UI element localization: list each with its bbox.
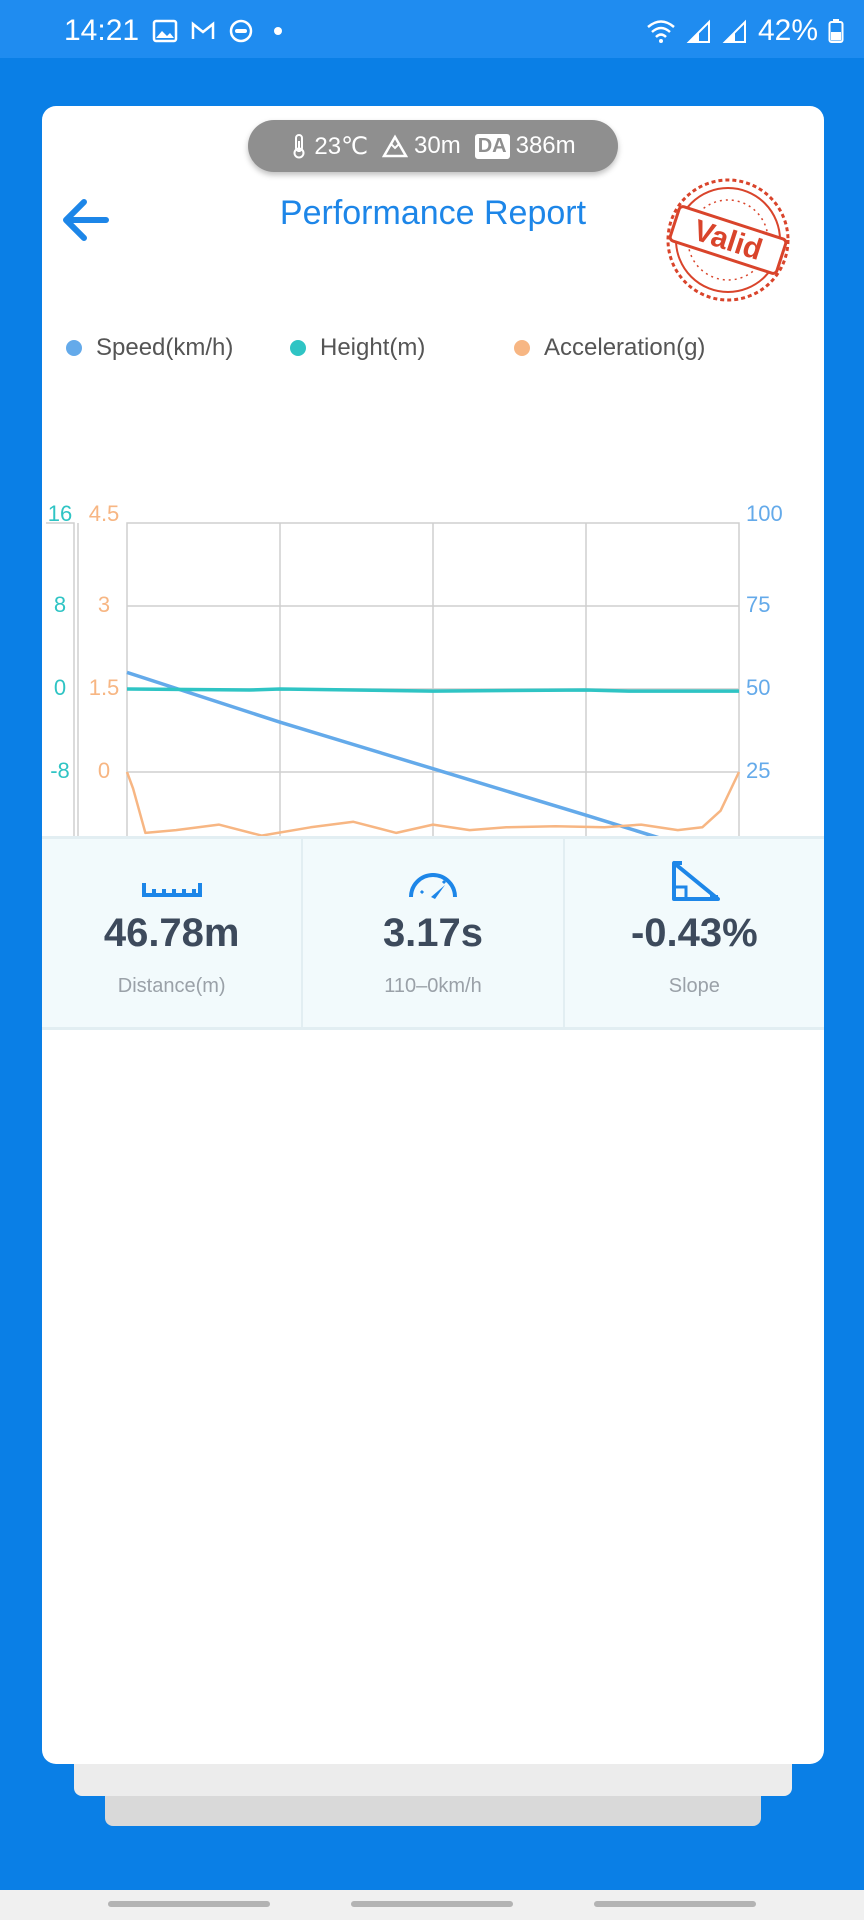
wifi-icon [647,20,675,43]
nav-recents-button[interactable] [108,1901,270,1907]
speed-tick-label: 100 [746,501,783,526]
speed-tick-label: 25 [746,758,770,783]
stat-braking-time-label: 110–0km/h [384,975,482,997]
battery-percentage: 42% [757,14,818,47]
stat-slope-value: -0.43% [630,911,758,955]
acceleration-tick-label: 3 [98,592,110,617]
legend-height: Height(m) [290,334,514,362]
speedometer-icon [408,873,457,899]
height-series-line [126,687,739,693]
acceleration-series-line [125,771,741,837]
speed-tick-label: 50 [746,675,770,700]
chart-legend: Speed(km/h) Height(m) Acceleration(g) [66,334,705,362]
status-right-icons: 42% [646,14,844,48]
nav-back-button[interactable] [594,1901,756,1907]
speed-tick-label: 75 [746,592,770,617]
nav-home-button[interactable] [351,1901,513,1907]
notification-dot [274,27,282,35]
temperature-item: 23℃ [290,132,368,161]
altitude-value: 30m [414,132,461,159]
page-title: Performance Report [279,194,587,232]
thermometer-icon [293,134,305,159]
slope-icon [672,861,721,901]
system-nav-bar [0,1890,864,1920]
stat-distance: 46.78m Distance(m) [42,839,301,1027]
legend-label-height: Height(m) [320,334,426,361]
legend-speed: Speed(km/h) [66,334,290,362]
stat-slope-label: Slope [668,975,720,997]
legend-label-acceleration: Acceleration(g) [544,334,706,361]
acceleration-tick-label: 1.5 [89,675,120,700]
stat-braking-time-value: 3.17s [382,911,484,955]
height-tick-label: 8 [54,592,66,617]
status-bar: 14:21 42% [0,0,864,58]
legend-label-speed: Speed(km/h) [96,334,234,361]
legend-dot-height [290,340,306,356]
report-card: 23℃ 30m DA 386m Performance Report Valid… [42,106,824,1764]
signal-icon [686,19,710,43]
signal-icon [722,19,746,43]
stat-braking-time: 3.17s 110–0km/h [301,839,562,1027]
height-tick-label: -8 [50,758,70,783]
environment-pill: 23℃ 30m DA 386m [248,120,618,172]
status-time: 14:21 [64,14,140,47]
acceleration-tick-label: 4.5 [89,501,120,526]
valid-stamp: Valid [666,178,790,302]
legend-acceleration: Acceleration(g) [514,334,705,362]
altitude-item: 30m [382,132,461,160]
stat-distance-value: 46.78m [103,911,240,955]
image-icon [152,19,178,43]
app-icon [229,19,253,43]
density-altitude-value: 386m [515,132,576,159]
back-arrow-icon[interactable] [56,194,116,246]
battery-icon [828,19,844,43]
legend-dot-speed [66,340,82,356]
ruler-icon [141,883,202,897]
stat-distance-label: Distance(m) [117,975,226,997]
legend-dot-acceleration [514,340,530,356]
stat-slope: -0.43% Slope [562,839,824,1027]
height-tick-label: 16 [48,501,72,526]
gmail-icon [191,21,215,39]
height-tick-label: 0 [54,675,66,700]
status-left-icons [152,18,282,44]
mountain-icon [382,134,409,158]
da-badge: DA [474,133,510,159]
stats-panel: 46.78m Distance(m) 3.17s 110–0km/h -0.43… [42,836,824,1030]
acceleration-tick-label: 0 [98,758,110,783]
temperature-value: 23℃ [314,132,369,160]
density-altitude-item: DA 386m [474,132,576,160]
